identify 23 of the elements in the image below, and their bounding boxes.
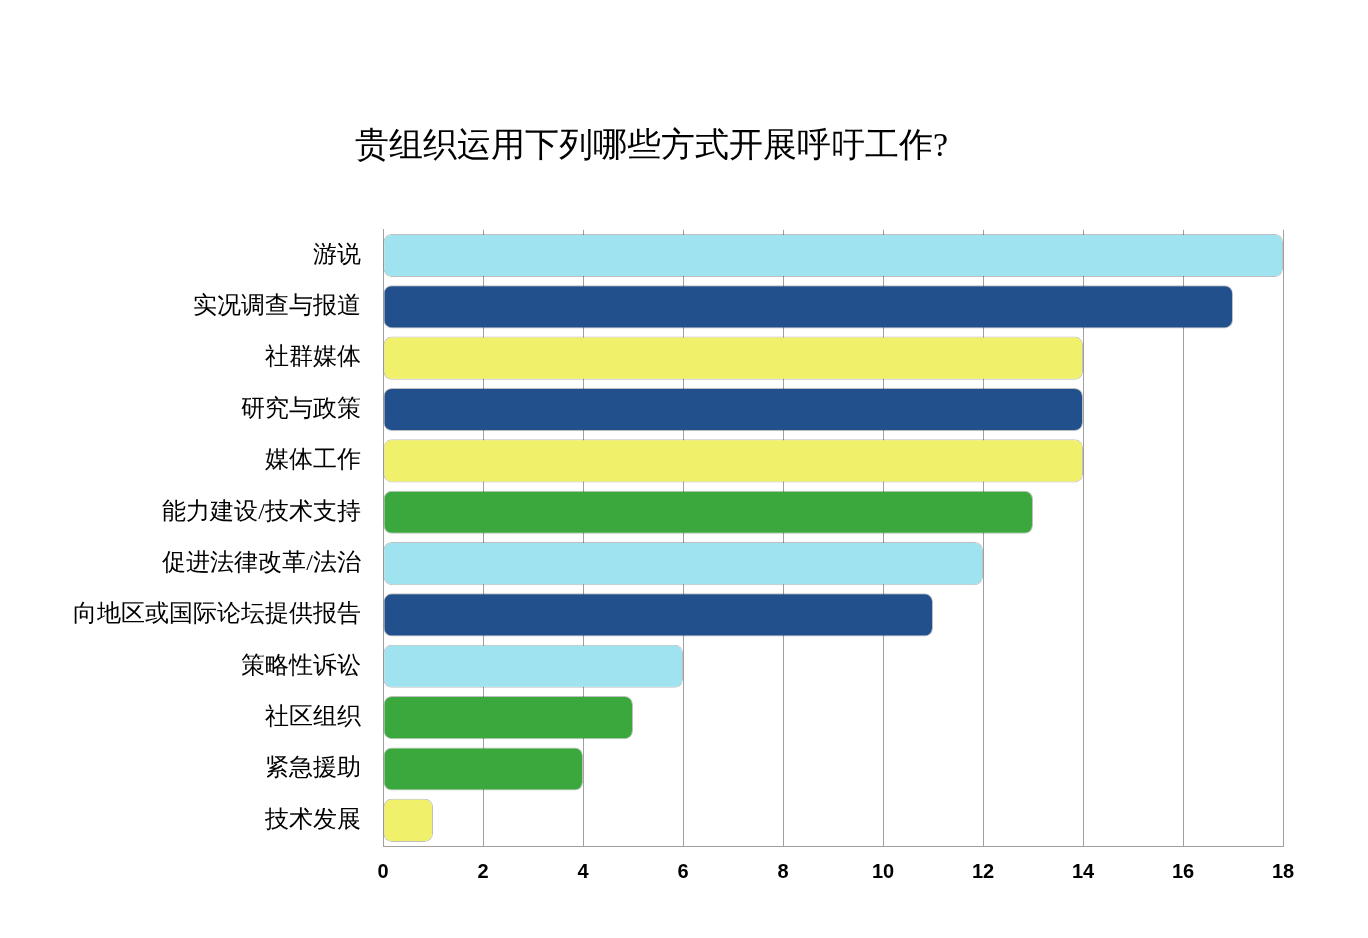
y-tick-label: 研究与政策 — [241, 394, 361, 421]
y-tick-label: 促进法律改革/法治 — [162, 548, 361, 575]
y-tick-label: 实况调查与报道 — [193, 292, 361, 319]
y-tick-label: 游说 — [313, 240, 361, 267]
x-tick-label: 6 — [677, 859, 689, 882]
y-tick-label: 策略性诉讼 — [241, 651, 361, 678]
y-tick-label: 媒体工作 — [265, 446, 361, 473]
x-tick-label: 10 — [871, 859, 895, 882]
y-tick-label: 社群媒体 — [265, 343, 361, 370]
x-tick-label: 14 — [1071, 859, 1095, 882]
x-tick-label: 0 — [377, 859, 389, 882]
y-tick-label: 能力建设/技术支持 — [162, 497, 361, 524]
x-tick-label: 2 — [477, 859, 489, 882]
x-tick-label: 18 — [1271, 859, 1295, 882]
y-tick-label: 社区组织 — [265, 702, 361, 729]
y-tick-label: 技术发展 — [264, 805, 361, 832]
x-tick-label: 12 — [971, 859, 995, 882]
x-tick-label: 4 — [577, 859, 590, 882]
x-tick-label: 16 — [1171, 859, 1195, 882]
y-tick-label: 向地区或国际论坛提供报告 — [73, 600, 361, 627]
y-tick-label: 紧急援助 — [265, 754, 361, 781]
x-tick-label: 8 — [777, 859, 789, 882]
chart-title: 贵组织运用下列哪些方式开展呼吁工作? — [354, 126, 949, 164]
